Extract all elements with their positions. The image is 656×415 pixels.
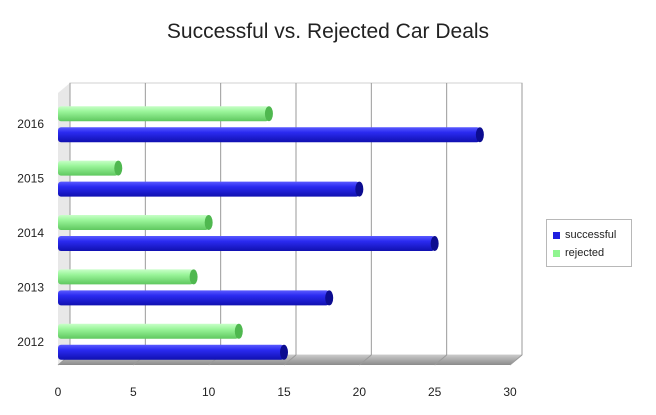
bar-successful-2016 bbox=[58, 127, 484, 143]
bar-cap bbox=[430, 236, 439, 251]
grid-line-floor bbox=[359, 354, 372, 366]
x-tick-label: 10 bbox=[202, 385, 216, 399]
y-tick-label: 2015 bbox=[17, 172, 44, 186]
bar-rejected-2012 bbox=[58, 323, 243, 339]
legend-label-rejected: rejected bbox=[565, 247, 605, 259]
legend-item-successful: successful bbox=[553, 226, 631, 244]
y-tick-label: 2013 bbox=[17, 280, 44, 294]
bar-body bbox=[58, 269, 194, 285]
bar-body bbox=[58, 181, 360, 197]
chart-title: Successful vs. Rejected Car Deals bbox=[166, 20, 490, 43]
bar-cap bbox=[355, 181, 364, 197]
x-tick-label: 15 bbox=[277, 385, 291, 399]
y-tick-label: 2016 bbox=[17, 117, 44, 131]
bar-cap bbox=[475, 127, 484, 143]
x-axis-labels: 0 5 10 15 20 25 30 bbox=[55, 385, 517, 399]
bar-rejected-2015 bbox=[58, 160, 123, 176]
bar-body bbox=[58, 160, 119, 176]
bar-cap bbox=[114, 160, 123, 176]
x-tick-label: 5 bbox=[130, 385, 137, 399]
y-tick-label: 2014 bbox=[17, 226, 44, 240]
grid-line-floor bbox=[509, 354, 523, 366]
bar-cap bbox=[189, 269, 198, 285]
bar-cap bbox=[234, 323, 243, 339]
bar-successful-2014 bbox=[58, 236, 439, 251]
bar-cap bbox=[264, 106, 273, 122]
bar-cap bbox=[280, 344, 288, 360]
legend-swatch-successful bbox=[553, 231, 560, 239]
legend-label-successful: successful bbox=[565, 229, 617, 241]
bar-body bbox=[58, 236, 435, 251]
bar-cap bbox=[204, 215, 213, 230]
y-tick-label: 2012 bbox=[17, 335, 44, 349]
bar-rejected-2013 bbox=[58, 269, 198, 285]
x-tick-label: 20 bbox=[353, 385, 367, 399]
legend-item-rejected: rejected bbox=[553, 244, 631, 262]
x-tick-label: 0 bbox=[55, 385, 62, 399]
bar-successful-2015 bbox=[58, 181, 364, 197]
grid-line-floor bbox=[434, 354, 447, 366]
grid-line-floor bbox=[283, 354, 297, 366]
x-tick-label: 25 bbox=[428, 385, 442, 399]
bar-successful-2012 bbox=[58, 344, 288, 360]
bar-rejected-2014 bbox=[58, 215, 213, 230]
bars bbox=[58, 106, 484, 360]
bar-successful-2013 bbox=[58, 290, 334, 306]
bar-body bbox=[58, 127, 480, 143]
x-tick-label: 30 bbox=[503, 385, 517, 399]
bar-body bbox=[58, 215, 209, 230]
bar-rejected-2016 bbox=[58, 106, 273, 122]
bar-body bbox=[58, 106, 269, 122]
bar-body bbox=[58, 344, 284, 360]
bar-cap bbox=[325, 290, 334, 306]
legend-swatch-rejected bbox=[553, 249, 560, 257]
legend: successful rejected bbox=[546, 219, 632, 267]
bar-body bbox=[58, 290, 330, 306]
y-axis-labels: 2012 2013 2014 2015 2016 bbox=[17, 117, 44, 349]
bar-body bbox=[58, 323, 239, 339]
